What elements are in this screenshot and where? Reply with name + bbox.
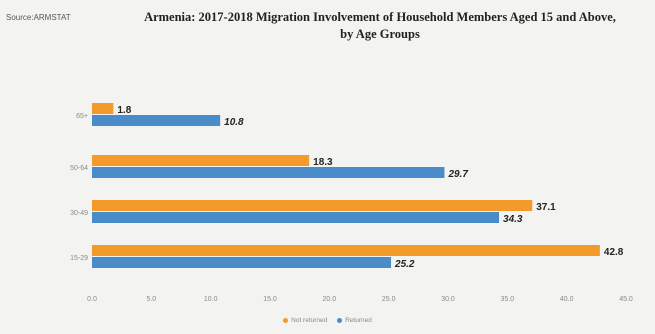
legend-label-returned: Returned	[345, 317, 372, 324]
y-tick-label: 65+	[76, 113, 88, 120]
legend-item-not-returned: Not returned	[283, 317, 327, 324]
legend-item-returned: Returned	[337, 317, 372, 324]
bar-returned-30-49	[92, 212, 500, 223]
x-tick-label: 40.0	[560, 296, 574, 303]
chart-title-line-1: Armenia: 2017-2018 Migration Involvement…	[144, 10, 616, 24]
chart-title: Armenia: 2017-2018 Migration Involvement…	[100, 9, 655, 43]
x-tick-label: 5.0	[146, 296, 156, 303]
y-tick-label: 15-29	[70, 255, 88, 262]
bar-returned-15-29	[92, 257, 392, 268]
x-tick-label: 45.0	[619, 296, 633, 303]
chart-title-line-2: by Age Groups	[340, 27, 420, 41]
bar-not-returned-15-29	[92, 245, 600, 256]
bar-not-returned-50-64	[92, 155, 310, 166]
data-label-returned: 34.3	[503, 214, 523, 225]
x-tick-label: 20.0	[323, 296, 337, 303]
y-tick-label: 50-64	[70, 165, 88, 172]
legend-label-not-returned: Not returned	[291, 317, 328, 324]
x-tick-label: 0.0	[87, 296, 97, 303]
data-label-not-returned: 18.3	[313, 157, 333, 168]
data-label-not-returned: 42.8	[604, 247, 624, 258]
data-label-not-returned: 37.1	[536, 202, 556, 213]
bar-not-returned-30-49	[92, 200, 533, 211]
chart-legend: Not returned Returned	[0, 317, 655, 324]
x-tick-label: 15.0	[263, 296, 277, 303]
legend-swatch-not-returned	[283, 317, 289, 323]
data-label-returned: 25.2	[394, 259, 415, 270]
data-label-returned: 10.8	[224, 117, 244, 128]
x-tick-label: 25.0	[382, 296, 396, 303]
bar-returned-50-64	[92, 167, 445, 178]
bar-not-returned-65	[92, 103, 114, 114]
legend-swatch-returned	[337, 317, 343, 323]
data-label-returned: 29.7	[447, 169, 468, 180]
y-tick-label: 30-49	[70, 210, 88, 217]
x-tick-label: 30.0	[441, 296, 455, 303]
data-label-not-returned: 1.8	[117, 105, 131, 116]
x-tick-label: 35.0	[501, 296, 515, 303]
bar-returned-65	[92, 115, 221, 126]
x-tick-label: 10.0	[204, 296, 218, 303]
source-note: Source:ARMSTAT	[6, 13, 71, 22]
